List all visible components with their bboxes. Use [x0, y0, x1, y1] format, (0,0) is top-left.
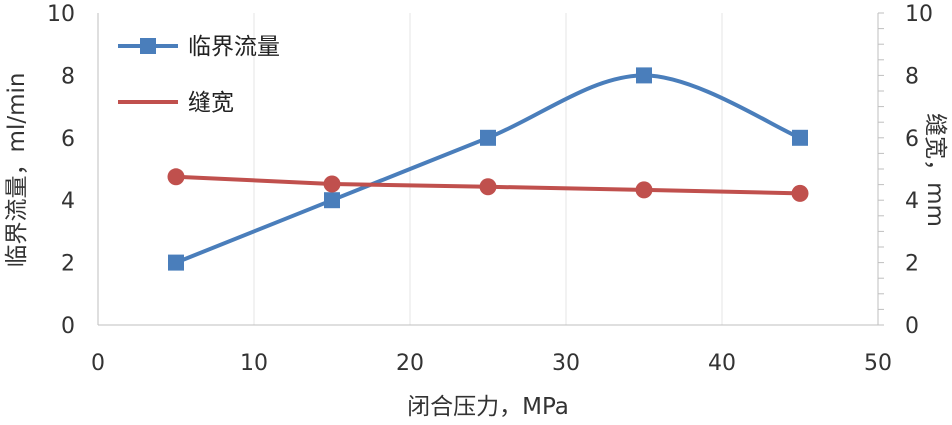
- x-tick-label: 10: [240, 351, 268, 376]
- x-tick-label: 50: [864, 351, 892, 376]
- data-point-circle: [791, 184, 809, 202]
- legend-item-critical-flow: 临界流量: [118, 34, 280, 60]
- y-right-tick-label: 10: [905, 2, 933, 27]
- y-left-tick-label: 2: [61, 252, 75, 277]
- y-left-tick-label: 4: [61, 189, 75, 214]
- legend-marker-critical-flow: [140, 38, 156, 54]
- y-left-tick-label: 6: [61, 127, 75, 152]
- legend-label-critical-flow: 临界流量: [188, 34, 280, 60]
- legend-item-fracture-width: 缝宽: [118, 90, 234, 116]
- x-tick-label: 30: [552, 351, 580, 376]
- y-right-tick-label: 2: [905, 252, 919, 277]
- y-right-tick-label: 6: [905, 127, 919, 152]
- series-line-0: [175, 73, 801, 265]
- x-tick-label: 40: [708, 351, 736, 376]
- data-point-square: [636, 67, 652, 84]
- data-point-circle: [167, 168, 185, 186]
- x-axis-label: 闭合压力，MPa: [407, 394, 569, 420]
- data-point-circle: [479, 178, 497, 196]
- grid: [253, 13, 723, 325]
- axes: [97, 12, 884, 326]
- tick-labels: 0 10 20 30 40 50 0 2 4 6 8 10 0 2 4 6 8 10: [47, 2, 933, 376]
- x-tick-label: 20: [396, 351, 424, 376]
- data-point-circle: [635, 181, 653, 199]
- data-point-square: [792, 129, 808, 146]
- series: [167, 67, 809, 271]
- legend: 临界流量 缝宽: [118, 34, 280, 116]
- legend-label-fracture-width: 缝宽: [188, 90, 234, 116]
- data-point-square: [324, 192, 340, 209]
- y-right-tick-label: 0: [905, 314, 919, 339]
- y-left-tick-label: 8: [61, 64, 75, 89]
- y-left-tick-label: 10: [47, 2, 75, 27]
- y-axis-left-label: 临界流量，ml/min: [4, 73, 30, 268]
- y-right-tick-label: 8: [905, 64, 919, 89]
- data-point-circle: [323, 175, 341, 193]
- y-axis-right-label: 缝宽，mm: [922, 113, 948, 227]
- y-left-tick-label: 0: [61, 314, 75, 339]
- x-tick-label: 0: [91, 351, 105, 376]
- y-right-tick-label: 4: [905, 189, 919, 214]
- data-point-square: [480, 129, 496, 146]
- data-point-square: [168, 254, 184, 271]
